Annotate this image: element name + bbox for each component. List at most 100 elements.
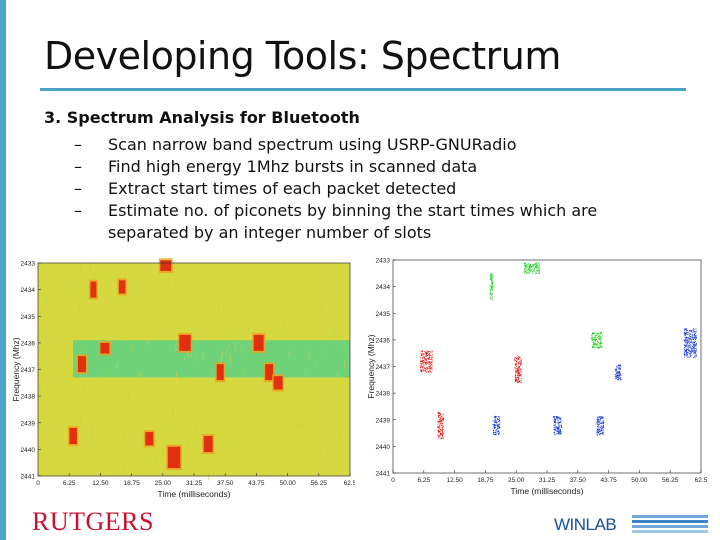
scatter-point <box>600 418 602 420</box>
scatter-point <box>491 287 493 289</box>
x-tick-label: 6.25 <box>63 480 76 487</box>
scatter-point <box>592 340 594 342</box>
y-tick-label: 2433 <box>376 258 391 265</box>
scatter-point <box>602 428 604 430</box>
scatter-point <box>528 272 530 274</box>
spectrogram-noise <box>66 421 68 425</box>
scatter-point <box>597 419 599 421</box>
scatter-point <box>443 414 444 416</box>
scatter-point <box>515 365 517 367</box>
scatter-point <box>554 419 556 421</box>
scatter-point <box>600 332 602 334</box>
scatter-point <box>594 344 596 345</box>
spectrogram-noise <box>150 316 152 320</box>
scatter-point <box>599 434 600 436</box>
scatter-point <box>516 377 518 379</box>
scatter-point <box>690 350 692 352</box>
spectrogram-noise <box>334 263 336 268</box>
scatter-point <box>420 369 422 371</box>
scatter-point <box>533 270 535 272</box>
spectrogram-noise <box>232 317 233 321</box>
scatter-point <box>493 426 495 428</box>
scatter-point <box>494 419 496 421</box>
scatter-point <box>497 429 499 431</box>
scatter-point <box>595 337 597 339</box>
burst-cluster <box>553 415 562 436</box>
scatter-point <box>691 338 693 340</box>
scatter-point <box>684 353 686 355</box>
scatter-point <box>558 424 560 426</box>
scatter-point <box>424 370 426 371</box>
scatter-point <box>684 352 686 354</box>
scatter-point <box>498 418 500 420</box>
spectrogram-noise <box>200 310 202 318</box>
y-tick-label: 2440 <box>21 447 36 454</box>
scatter-point <box>525 265 527 266</box>
scatter-point <box>515 381 517 383</box>
scatter-point <box>438 435 440 437</box>
scatter-point <box>518 380 520 382</box>
spectrogram-noise <box>41 335 43 338</box>
scatter-point <box>536 264 538 266</box>
scatter-point <box>514 360 516 362</box>
scatter-point <box>427 361 429 363</box>
spectrogram-noise <box>339 433 341 437</box>
scatter-point <box>685 340 687 342</box>
scatter-point <box>597 431 598 433</box>
scatter-point <box>427 362 429 364</box>
scatter-point <box>592 339 594 341</box>
scatter-point <box>556 428 558 430</box>
spectrogram-noise <box>44 335 45 341</box>
scatter-point <box>619 372 620 374</box>
scatter-point <box>557 421 559 423</box>
spectrogram-noise <box>316 384 318 388</box>
scatter-point <box>594 337 596 339</box>
scatter-point <box>596 434 598 436</box>
spectrogram-noise <box>228 344 230 348</box>
scatter-point <box>555 415 557 417</box>
scatter-point <box>422 357 424 359</box>
y-tick-label: 2437 <box>376 364 391 371</box>
scatter-point <box>597 429 599 430</box>
scatter-point <box>518 362 519 364</box>
scatter-point <box>560 426 562 428</box>
bullet-marker: – <box>74 179 82 198</box>
scatter-point <box>693 328 695 329</box>
y-tick-label: 2441 <box>376 471 391 478</box>
scatter-point <box>499 427 501 428</box>
spectrogram-noise <box>90 270 92 274</box>
scatter-point <box>439 417 441 419</box>
bullet-marker: – <box>74 157 82 176</box>
scatter-point <box>536 270 538 272</box>
spectrogram-noise <box>310 438 312 446</box>
spectrogram-noise <box>115 365 117 369</box>
scatter-point <box>597 430 599 432</box>
scatter-point <box>515 379 517 381</box>
scatter-point <box>602 417 604 419</box>
scatter-point <box>427 355 429 356</box>
spectrogram-noise <box>38 366 39 369</box>
scatter-point <box>532 272 534 274</box>
scatter-point <box>520 360 522 362</box>
scatter-point <box>527 272 529 274</box>
spectrogram-noise <box>338 392 339 397</box>
spectrogram-noise <box>77 418 79 421</box>
scatter-point <box>493 417 495 419</box>
scatter-point <box>619 367 621 369</box>
spectrogram-noise <box>281 410 283 417</box>
spectrogram-noise <box>321 423 323 427</box>
spectrogram-noise <box>256 425 258 431</box>
scatter-point <box>620 374 622 376</box>
scatter-point <box>615 377 617 379</box>
scatter-point <box>422 360 424 362</box>
scatter-point <box>421 353 423 355</box>
scatter-point <box>516 374 518 376</box>
spectrogram-noise <box>221 350 223 358</box>
scatter-point <box>431 365 433 367</box>
scatter-point <box>535 264 537 266</box>
scatter-point <box>426 366 428 368</box>
scatter-point <box>553 416 555 418</box>
scatter-point <box>534 263 536 265</box>
scatter-point <box>557 431 559 433</box>
scatter-point <box>442 425 444 427</box>
